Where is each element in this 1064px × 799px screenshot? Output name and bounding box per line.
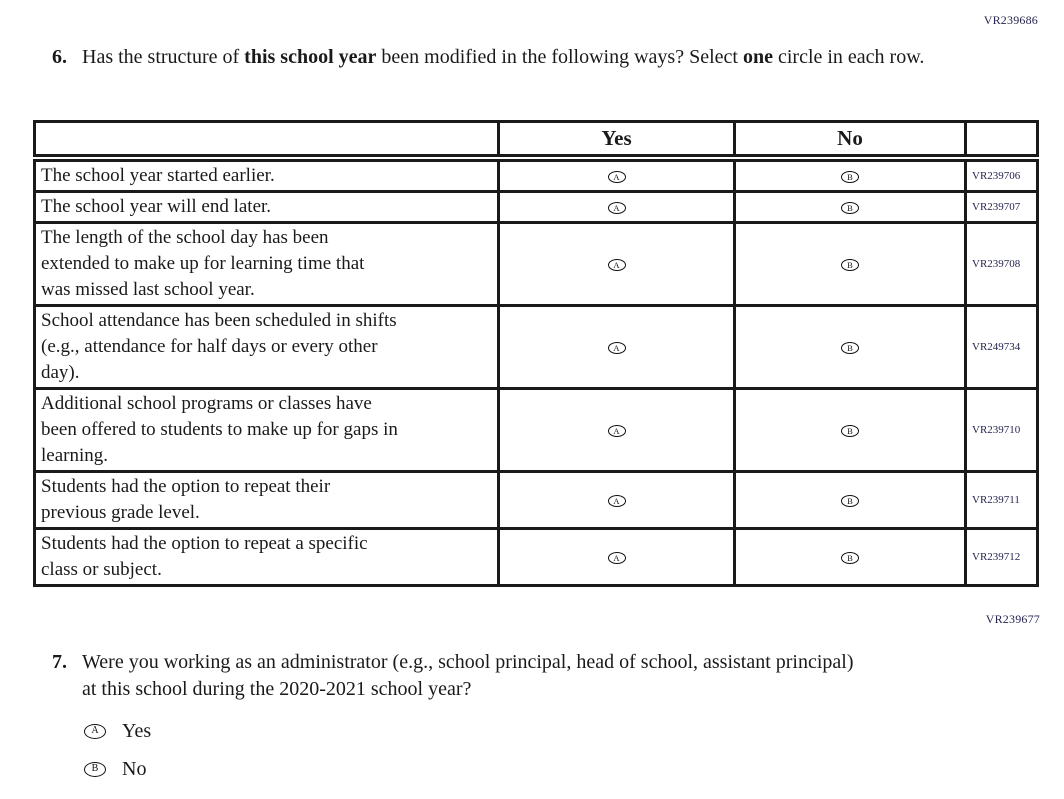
table-row: The length of the school day has been ex…: [33, 220, 1039, 307]
header-code-cell: [964, 120, 1039, 162]
question-7-line2: at this school during the 2020-2021 scho…: [82, 678, 472, 700]
table-header-row: Yes No: [33, 120, 1039, 162]
statement-text: The school year started earlier.: [33, 156, 500, 193]
question-6-number: 6.: [52, 46, 67, 68]
option-b-bubble[interactable]: B: [84, 761, 106, 777]
yes-bubble[interactable]: A: [607, 258, 626, 271]
question-6-text-part3: circle in each row.: [772, 46, 925, 68]
statement-text: Additional school programs or classes ha…: [33, 386, 500, 473]
question-6-text-part1: Has the structure of: [82, 46, 245, 68]
no-bubble[interactable]: B: [841, 341, 859, 354]
statement-text: The school year will end later.: [33, 189, 500, 224]
question-6: 6. Has the structure of this school year…: [52, 44, 952, 71]
row-vr-code: VR239711: [964, 469, 1039, 530]
no-bubble[interactable]: B: [841, 494, 859, 507]
table-row: Students had the option to repeat their …: [33, 469, 1039, 530]
table-row: Additional school programs or classes ha…: [33, 386, 1039, 473]
question-6-response-table: Yes No The school year started earlier. …: [33, 120, 1039, 587]
header-no: No: [733, 120, 967, 162]
option-a-bubble[interactable]: A: [84, 723, 106, 739]
row-vr-code: VR239712: [964, 526, 1039, 587]
yes-bubble[interactable]: A: [607, 494, 626, 507]
statement-text: School attendance has been scheduled in …: [33, 303, 500, 390]
question-6-text: Has the structure of this school year be…: [82, 44, 924, 71]
page-vr-code: VR239686: [983, 13, 1038, 27]
question-7-option-no[interactable]: B No: [84, 758, 146, 780]
row-vr-code: VR239708: [964, 220, 1039, 307]
question-7-line1: Were you working as an administrator (e.…: [82, 651, 854, 673]
yes-bubble[interactable]: A: [607, 424, 626, 437]
question-6-text-part2: been modified in the following ways? Sel…: [376, 46, 743, 68]
header-yes: Yes: [497, 120, 736, 162]
question-7-text: Were you working as an administrator (e.…: [82, 649, 854, 703]
no-bubble[interactable]: B: [841, 170, 859, 183]
row-vr-code: VR239707: [964, 189, 1039, 224]
table-row: The school year will end later. A B VR23…: [33, 189, 1039, 224]
question-7-option-yes[interactable]: A Yes: [84, 720, 151, 742]
no-bubble[interactable]: B: [841, 424, 859, 437]
question-7-vr-code: VR239677: [985, 612, 1040, 626]
option-a-label: Yes: [122, 720, 152, 742]
header-stub-cell: [33, 120, 500, 162]
statement-text: The length of the school day has been ex…: [33, 220, 500, 307]
row-vr-code: VR239710: [964, 386, 1039, 473]
question-7: 7. Were you working as an administrator …: [52, 649, 1002, 703]
statement-text: Students had the option to repeat a spec…: [33, 526, 500, 587]
no-bubble[interactable]: B: [841, 551, 859, 564]
no-bubble[interactable]: B: [841, 201, 859, 214]
question-6-text-bold2: one: [742, 46, 773, 68]
table-row: School attendance has been scheduled in …: [33, 303, 1039, 390]
question-6-text-bold1: this school year: [244, 46, 377, 68]
row-vr-code: VR249734: [964, 303, 1039, 390]
question-7-number: 7.: [52, 651, 67, 673]
option-b-label: No: [122, 758, 147, 780]
yes-bubble[interactable]: A: [607, 551, 626, 564]
yes-bubble[interactable]: A: [607, 170, 626, 183]
yes-bubble[interactable]: A: [607, 341, 626, 354]
table-row: Students had the option to repeat a spec…: [33, 526, 1039, 587]
row-vr-code: VR239706: [964, 156, 1039, 193]
statement-text: Students had the option to repeat their …: [33, 469, 500, 530]
table-row: The school year started earlier. A B VR2…: [33, 156, 1039, 193]
no-bubble[interactable]: B: [841, 258, 859, 271]
yes-bubble[interactable]: A: [607, 201, 626, 214]
